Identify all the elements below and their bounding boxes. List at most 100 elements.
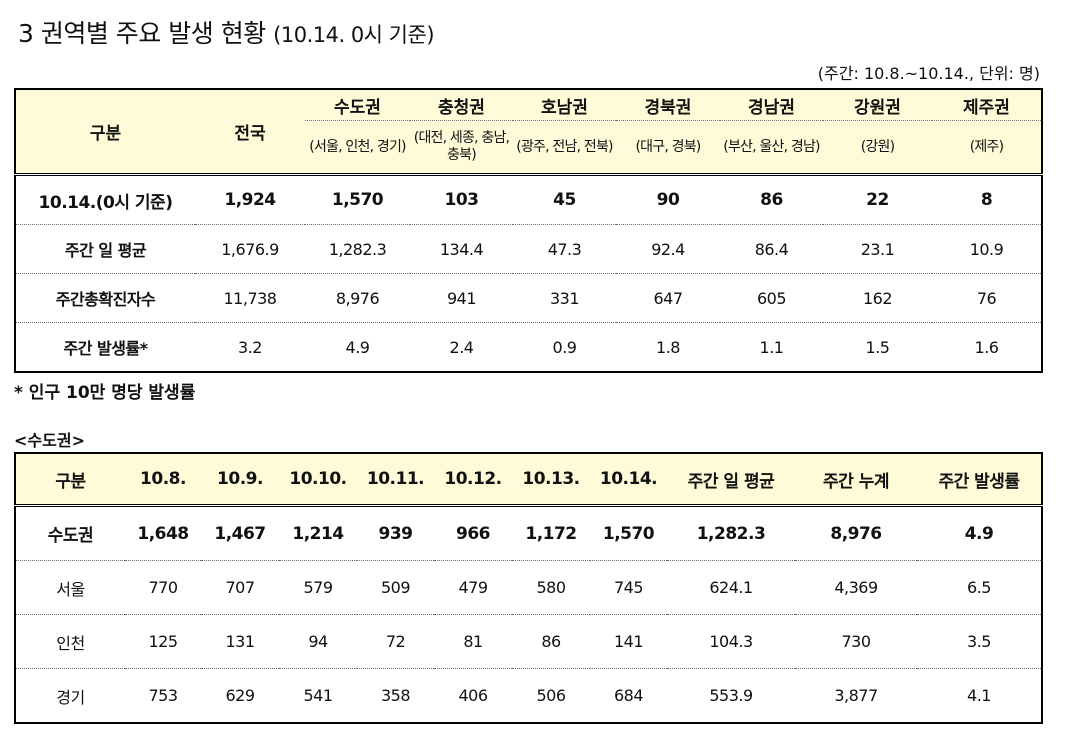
cell: 4.9 xyxy=(345,337,370,357)
header-national: 전국 xyxy=(195,89,305,176)
cell: 1,570 xyxy=(602,523,655,544)
column-header: 10.10. xyxy=(279,453,357,507)
header-row: 구분 10.8. 10.9. 10.10. 10.11. 10.12. 10.1… xyxy=(15,453,1042,507)
cell: 6.5 xyxy=(967,578,991,597)
cell: 1,214 xyxy=(292,523,344,544)
cell: 23.1 xyxy=(860,239,895,259)
cell: 45 xyxy=(553,190,576,210)
cell: 753 xyxy=(148,686,178,705)
region-detail: (강원) xyxy=(823,120,932,176)
row-label: 주간 일 평균 xyxy=(64,241,147,260)
cell: 1,676.9 xyxy=(221,239,279,259)
cell: 10.9 xyxy=(969,239,1004,259)
row-label: 서울 xyxy=(56,579,85,599)
cell: 647 xyxy=(653,288,683,308)
cell: 580 xyxy=(536,578,566,597)
cell: 104.3 xyxy=(709,632,753,651)
cell: 76 xyxy=(976,288,997,308)
cell: 629 xyxy=(225,686,255,705)
cell: 509 xyxy=(380,578,411,597)
cell: 72 xyxy=(385,632,406,651)
cell: 684 xyxy=(613,686,644,705)
cell: 3.5 xyxy=(967,632,991,651)
row-label: 주간총확진자수 xyxy=(55,290,156,309)
cell: 4,369 xyxy=(834,578,878,597)
cell: 541 xyxy=(303,686,333,705)
cell: 406 xyxy=(458,686,488,705)
footnote: * 인구 10만 명당 발생률 xyxy=(14,383,196,403)
cell: 745 xyxy=(613,578,644,597)
cell: 1,570 xyxy=(331,190,384,210)
cell: 22 xyxy=(866,190,889,210)
cell: 1,282.3 xyxy=(328,239,387,259)
cell: 1,172 xyxy=(525,523,577,544)
column-header: 주간 발생률 xyxy=(917,453,1042,507)
cell: 0.9 xyxy=(552,337,577,357)
cell: 92.4 xyxy=(651,239,685,259)
cell: 4.1 xyxy=(967,686,991,705)
cell: 11,738 xyxy=(223,288,277,308)
region-name: 호남권 xyxy=(513,89,616,121)
table-row: 주간 일 평균 1,676.9 1,282.3 134.4 47.3 92.4 … xyxy=(15,225,1042,274)
region-detail: (광주, 전남, 전북) xyxy=(513,120,616,176)
column-header: 10.9. xyxy=(201,453,279,507)
column-header: 10.14. xyxy=(590,453,667,507)
table-row: 10.14.(0시 기준) 1,924 1,570 103 45 90 86 2… xyxy=(15,175,1042,225)
cell: 162 xyxy=(862,288,893,308)
cell: 941 xyxy=(446,288,477,308)
table-row: 서울 770 707 579 509 479 580 745 624.1 4,3… xyxy=(15,561,1042,615)
cell: 3.2 xyxy=(238,337,262,357)
region-name: 수도권 xyxy=(305,89,410,121)
cell: 8 xyxy=(980,190,993,210)
region-name: 제주권 xyxy=(932,89,1042,121)
region-detail: (대구, 경북) xyxy=(616,120,720,176)
cell: 1.8 xyxy=(656,337,680,357)
region-name: 강원권 xyxy=(823,89,932,121)
cell: 331 xyxy=(549,288,580,308)
row-label: 인천 xyxy=(56,633,85,653)
column-header: 10.13. xyxy=(512,453,590,507)
cell: 624.1 xyxy=(709,578,753,597)
cell: 134.4 xyxy=(439,239,484,259)
header-label: 구분 xyxy=(15,89,195,176)
title-sub: (10.14. 0시 기준) xyxy=(273,23,435,47)
table-row: 주간 발생률* 3.2 4.9 2.4 0.9 1.8 1.1 1.5 1.6 xyxy=(15,323,1042,373)
cell: 47.3 xyxy=(547,239,582,259)
column-header: 주간 누계 xyxy=(795,453,917,507)
cell: 770 xyxy=(148,578,178,597)
cell: 1.1 xyxy=(759,337,784,357)
cell: 939 xyxy=(378,523,414,544)
column-header: 주간 일 평균 xyxy=(667,453,795,507)
cell: 94 xyxy=(308,632,328,651)
row-label: 10.14.(0시 기준) xyxy=(38,192,173,213)
cell: 730 xyxy=(841,632,871,651)
cell: 1,648 xyxy=(137,523,189,544)
cell: 605 xyxy=(756,288,787,308)
region-detail: (대전, 세종, 충남, 충북) xyxy=(410,120,513,176)
cell: 141 xyxy=(613,632,644,651)
cell: 86.4 xyxy=(754,239,789,259)
row-label: 경기 xyxy=(56,687,85,707)
cell: 4.9 xyxy=(964,523,994,544)
capital-area-table: 구분 10.8. 10.9. 10.10. 10.11. 10.12. 10.1… xyxy=(14,452,1043,724)
cell: 86 xyxy=(541,632,561,651)
row-label: 주간 발생률* xyxy=(63,339,148,358)
table-row: 인천 125 131 94 72 81 86 141 104.3 730 3.5 xyxy=(15,615,1042,669)
unit-note: (주간: 10.8.~10.14., 단위: 명) xyxy=(817,64,1040,83)
column-header: 10.11. xyxy=(357,453,434,507)
table-row: 경기 753 629 541 358 406 506 684 553.9 3,8… xyxy=(15,669,1042,723)
cell: 103 xyxy=(444,190,480,210)
cell: 479 xyxy=(458,578,488,597)
region-name: 경북권 xyxy=(616,89,720,121)
row-label: 수도권 xyxy=(47,526,94,546)
capital-section-title: <수도권> xyxy=(14,431,85,450)
cell: 358 xyxy=(380,686,411,705)
cell: 2.4 xyxy=(449,337,474,357)
title-main: 3 권역별 주요 발생 현황 xyxy=(18,19,266,48)
cell: 90 xyxy=(656,190,680,210)
cell: 125 xyxy=(148,632,178,651)
column-header: 10.8. xyxy=(125,453,201,507)
cell: 8,976 xyxy=(335,288,380,308)
cell: 1.6 xyxy=(974,337,999,357)
column-header: 구분 xyxy=(15,453,125,507)
